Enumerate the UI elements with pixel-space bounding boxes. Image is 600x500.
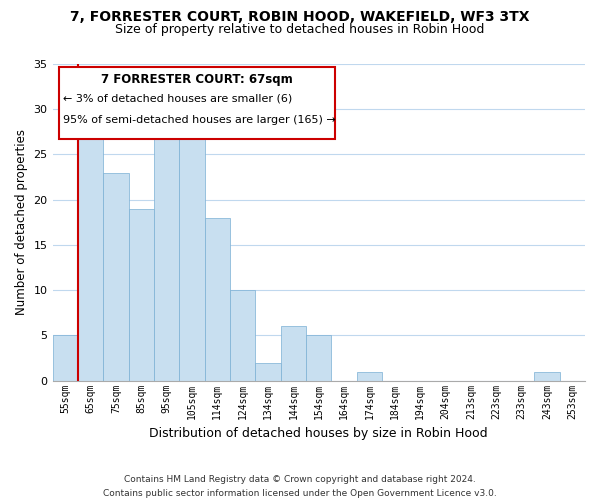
Bar xyxy=(78,128,103,380)
Text: 95% of semi-detached houses are larger (165) →: 95% of semi-detached houses are larger (… xyxy=(64,115,336,125)
Bar xyxy=(230,290,256,380)
Text: Size of property relative to detached houses in Robin Hood: Size of property relative to detached ho… xyxy=(115,22,485,36)
Bar xyxy=(53,336,78,380)
Bar xyxy=(306,336,331,380)
Text: 7, FORRESTER COURT, ROBIN HOOD, WAKEFIELD, WF3 3TX: 7, FORRESTER COURT, ROBIN HOOD, WAKEFIEL… xyxy=(70,10,530,24)
Bar xyxy=(128,208,154,380)
Bar xyxy=(179,128,205,380)
Bar xyxy=(357,372,382,380)
X-axis label: Distribution of detached houses by size in Robin Hood: Distribution of detached houses by size … xyxy=(149,427,488,440)
Bar xyxy=(534,372,560,380)
Text: Contains HM Land Registry data © Crown copyright and database right 2024.
Contai: Contains HM Land Registry data © Crown c… xyxy=(103,476,497,498)
Text: 7 FORRESTER COURT: 67sqm: 7 FORRESTER COURT: 67sqm xyxy=(101,72,293,86)
Bar xyxy=(205,218,230,380)
Text: ← 3% of detached houses are smaller (6): ← 3% of detached houses are smaller (6) xyxy=(64,94,293,104)
Y-axis label: Number of detached properties: Number of detached properties xyxy=(15,130,28,316)
Bar xyxy=(154,118,179,380)
Bar xyxy=(103,172,128,380)
Bar xyxy=(256,362,281,380)
Bar xyxy=(281,326,306,380)
